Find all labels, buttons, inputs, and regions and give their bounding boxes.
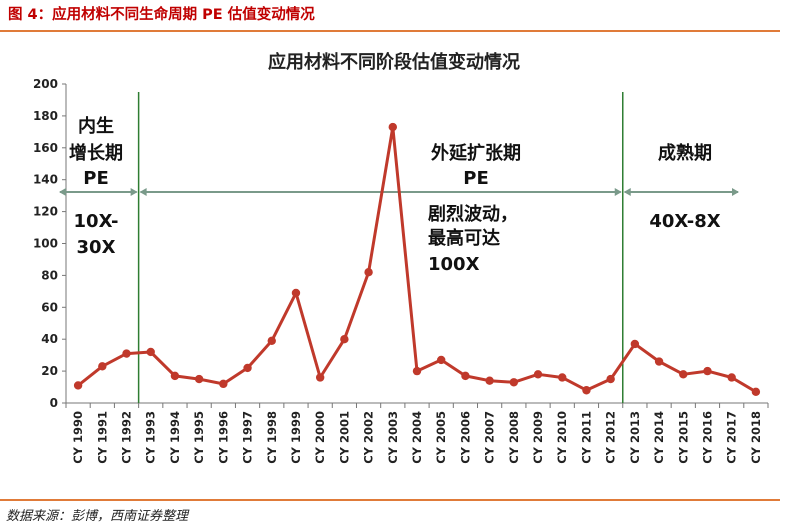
x-tick-label: CY 2015 [676, 411, 690, 464]
x-tick-label: CY 2006 [458, 411, 472, 464]
data-point [533, 370, 543, 379]
x-tick-label: CY 2002 [362, 411, 376, 464]
figure-caption: 图 4：应用材料不同生命周期 PE 估值变动情况 [8, 7, 315, 23]
y-tick-label: 200 [33, 77, 58, 91]
data-point [98, 362, 107, 371]
y-tick-label: 160 [33, 141, 58, 155]
data-point [291, 288, 301, 298]
x-tick-label: CY 2009 [531, 411, 545, 464]
data-point [606, 374, 615, 384]
x-tick-label: CY 1990 [71, 411, 85, 464]
data-point [340, 335, 349, 344]
data-point [558, 373, 567, 382]
x-tick-label: CY 1996 [216, 411, 230, 464]
source-note: 数据来源：彭博，西南证券整理 [6, 509, 189, 524]
x-tick-label: CY 1994 [168, 411, 182, 464]
x-tick-label: CY 2011 [579, 411, 593, 464]
y-tick-label: 120 [33, 205, 58, 219]
phase-pe-range: 10X- [74, 211, 119, 232]
x-tick-label: CY 2004 [410, 411, 424, 464]
x-tick-label: CY 2008 [507, 411, 521, 464]
data-point [679, 370, 688, 379]
data-point [437, 355, 446, 365]
x-tick-label: CY 2001 [337, 411, 351, 464]
y-tick-label: 40 [41, 332, 58, 346]
pe-series [73, 122, 761, 397]
x-tick-label: CY 1992 [120, 411, 134, 464]
y-tick-label: 20 [41, 364, 58, 378]
x-tick-label: CY 1995 [192, 411, 206, 464]
arrowhead-right [732, 188, 739, 196]
bottom-rule [0, 499, 780, 501]
data-point [388, 122, 397, 132]
data-point [703, 366, 712, 376]
x-tick-label: CY 2003 [386, 411, 400, 464]
phase-label: PE [83, 168, 109, 189]
y-tick-label: 80 [41, 268, 58, 282]
x-tick-label: CY 1993 [144, 411, 158, 464]
phase-pe-range: 40X-8X [649, 211, 720, 232]
y-tick-label: 140 [33, 173, 58, 187]
phase-label: 外延扩张期 [431, 142, 521, 164]
x-tick-label: CY 2016 [700, 411, 714, 464]
y-tick-label: 100 [33, 237, 58, 251]
phase-pe-range: 剧烈波动， [428, 203, 518, 225]
phase-label: 成熟期 [658, 142, 712, 164]
x-tick-label: CY 2000 [313, 411, 327, 464]
series-line [77, 125, 757, 394]
data-point [194, 374, 204, 384]
data-point [727, 373, 736, 382]
top-rule [0, 30, 780, 32]
axes: 0 20 40 60 80 100 120 140 160 180 200 CY 1990 CY 199… [33, 77, 769, 464]
x-tick-label: CY 1998 [265, 411, 279, 464]
data-point [267, 336, 276, 345]
x-tick-label: CY 2012 [604, 411, 618, 464]
x-tick-label: CY 1997 [241, 411, 255, 464]
phase-label: PE [463, 168, 489, 189]
x-tick-label: CY 1999 [289, 411, 303, 464]
x-tick-label: CY 2005 [434, 411, 448, 464]
y-tick-label: 180 [33, 109, 58, 123]
chart-title: 应用材料不同阶段估值变动情况 [268, 51, 520, 73]
y-tick-label: 60 [41, 300, 58, 314]
data-point [461, 371, 470, 381]
arrowhead-left [59, 188, 66, 196]
phase-label: 内生 [78, 115, 114, 137]
data-point [582, 386, 591, 395]
phase-pe-range: 100X [428, 254, 480, 275]
data-point [315, 373, 325, 382]
x-tick-label: CY 2018 [749, 411, 763, 464]
data-point [243, 363, 252, 373]
x-tick-label: CY 2013 [628, 411, 642, 464]
data-point [364, 268, 373, 277]
x-tick-label: CY 2014 [652, 411, 666, 464]
data-point [73, 381, 83, 390]
pe-line-chart: 应用材料不同阶段估值变动情况 0 20 40 60 80 100 120 140 160 180 2… [33, 51, 769, 464]
arrowhead-left [623, 188, 631, 196]
x-tick-label: CY 2007 [483, 411, 497, 464]
data-point [170, 371, 180, 381]
phase-pe-range: 最高可达 [428, 227, 500, 249]
data-point [412, 366, 422, 376]
y-tick-label: 0 [50, 396, 58, 410]
phase-pe-range: 30X [77, 237, 116, 258]
data-point [485, 376, 494, 385]
x-tick-label: CY 1991 [95, 411, 109, 464]
arrowhead-left [139, 188, 147, 196]
phase-label: 增长期 [69, 142, 123, 164]
data-point [630, 339, 640, 349]
x-tick-label: CY 2010 [555, 411, 569, 464]
data-point [122, 349, 131, 358]
arrowhead-right [614, 188, 622, 196]
data-point [219, 379, 228, 389]
data-point [146, 347, 155, 357]
data-point [751, 387, 761, 397]
data-point [654, 357, 664, 366]
x-tick-label: CY 2017 [725, 411, 739, 464]
arrowhead-right [130, 188, 138, 196]
data-point [509, 378, 519, 387]
